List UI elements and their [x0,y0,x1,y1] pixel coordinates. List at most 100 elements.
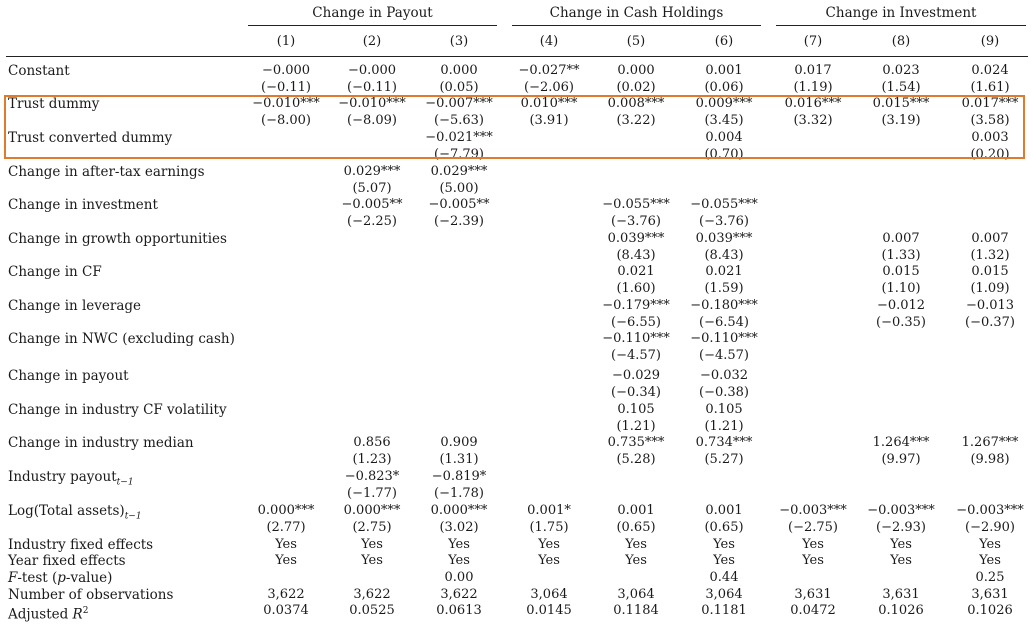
footer-row-label: Year fixed effects [8,553,126,569]
t-stat-cell: (5.27) [704,452,744,467]
row-label-text: Change in NWC (excluding cash) [8,331,235,347]
footer-cell: 0.0374 [263,603,309,618]
t-stat-cell: (0.06) [704,80,744,95]
footer-cell: Yes [361,537,383,552]
footer-label-part: Industry fixed effects [8,537,154,553]
coefficient-cell: −0.823* [344,469,400,484]
footer-cell: 0.0525 [349,603,395,618]
coefficient-cell: −0.110*** [602,331,670,346]
column-number: (4) [539,34,559,49]
row-label-text: Change in growth opportunities [8,231,227,247]
t-stat-cell: (−4.57) [611,348,661,363]
column-number: (7) [803,34,823,49]
coefficient-cell: −0.180*** [690,298,758,313]
row-label: Change in CF [8,264,102,280]
row-label-text: Change in industry CF volatility [8,402,227,418]
row-label-text: Log(Total assets) [8,503,125,519]
t-stat-cell: (−2.90) [965,520,1015,535]
footer-label-part: -value) [65,570,113,586]
t-stat-cell: (−2.06) [524,80,574,95]
t-stat-cell: (9.98) [970,452,1010,467]
t-stat-cell: (−4.57) [699,348,749,363]
coefficient-cell: −0.003*** [779,503,847,518]
footer-cell: 3,064 [705,587,743,602]
coefficient-cell: 0.007 [882,231,920,246]
footer-cell: 3,064 [617,587,655,602]
footer-row-label: Adjusted R2 [8,603,88,623]
coefficient-cell: 0.016*** [784,96,842,111]
coefficient-cell: −0.003*** [956,503,1024,518]
coefficient-cell: 0.029*** [430,164,488,179]
t-stat-cell: (1.21) [616,419,656,434]
column-group-header: Change in Investment [825,5,977,21]
row-label-text: Constant [8,63,70,79]
footer-label-part: Adjusted [8,606,73,623]
t-stat-cell: (1.31) [439,452,479,467]
t-stat-cell: (1.19) [793,80,833,95]
row-label-subscript: t−1 [124,511,142,522]
t-stat-cell: (−3.76) [699,214,749,229]
t-stat-cell: (−1.77) [347,486,397,501]
footer-label-part: p [57,570,66,586]
t-stat-cell: (1.23) [352,452,392,467]
coefficient-cell: −0.179*** [602,298,670,313]
coefficient-cell: −0.055*** [602,197,670,212]
row-label: Change in NWC (excluding cash) [8,331,235,347]
coefficient-cell: 0.735*** [607,435,665,450]
t-stat-cell: (−0.35) [876,315,926,330]
coefficient-cell: 0.015 [882,264,920,279]
row-label-text: Change in payout [8,368,129,384]
t-stat-cell: (8.43) [616,248,656,263]
coefficient-cell: 0.003 [971,130,1009,145]
coefficient-cell: −0.027** [518,63,580,78]
coefficient-cell: 0.734*** [695,435,753,450]
coefficient-cell: 0.015*** [872,96,930,111]
highlight-box [4,95,1025,159]
t-stat-cell: (−6.54) [699,315,749,330]
t-stat-cell: (2.77) [266,520,306,535]
coefficient-cell: −0.005** [428,197,490,212]
t-stat-cell: (1.32) [970,248,1010,263]
footer-cell: Yes [275,553,297,568]
t-stat-cell: (1.60) [616,281,656,296]
row-label: Industry payoutt−1 [8,469,134,491]
row-label-text: Change in leverage [8,298,142,314]
coefficient-cell: 0.000 [440,63,478,78]
coefficient-cell: 0.024 [971,63,1009,78]
t-stat-cell: (1.21) [704,419,744,434]
t-stat-cell: (5.28) [616,452,656,467]
t-stat-cell: (0.02) [616,80,656,95]
footer-row-label: F-test (p-value) [8,570,112,586]
row-label-text: Change in after-tax earnings [8,164,205,180]
footer-cell: 3,622 [440,587,478,602]
t-stat-cell: (−0.34) [611,385,661,400]
t-stat-cell: (−2.75) [788,520,838,535]
column-number: (8) [891,34,911,49]
coefficient-cell: 0.105 [705,402,743,417]
coefficient-cell: 0.000*** [343,503,401,518]
footer-cell: 0.00 [444,570,474,585]
coefficient-cell: 0.017*** [961,96,1019,111]
coefficient-cell: 0.029*** [343,164,401,179]
footer-label-part: R [72,606,83,623]
footer-cell: 3,064 [530,587,568,602]
column-group-rule [248,25,497,26]
coefficient-cell: −0.029 [611,368,661,383]
footer-cell: 0.1026 [967,603,1013,618]
t-stat-cell: (3.19) [881,113,921,128]
coefficient-cell: −0.819* [431,469,487,484]
coefficient-cell: 0.001 [705,63,743,78]
t-stat-cell: (−0.37) [965,315,1015,330]
footer-cell: Yes [979,537,1001,552]
coefficient-cell: 0.909 [440,435,478,450]
footer-cell: 0.1181 [701,603,747,618]
footer-cell: Yes [625,537,647,552]
footer-cell: Yes [361,553,383,568]
t-stat-cell: (1.09) [970,281,1010,296]
t-stat-cell: (1.54) [881,80,921,95]
row-label: Change in payout [8,368,129,384]
coefficient-cell: 0.000 [617,63,655,78]
coefficient-cell: 0.001* [527,503,571,518]
t-stat-cell: (3.45) [704,113,744,128]
